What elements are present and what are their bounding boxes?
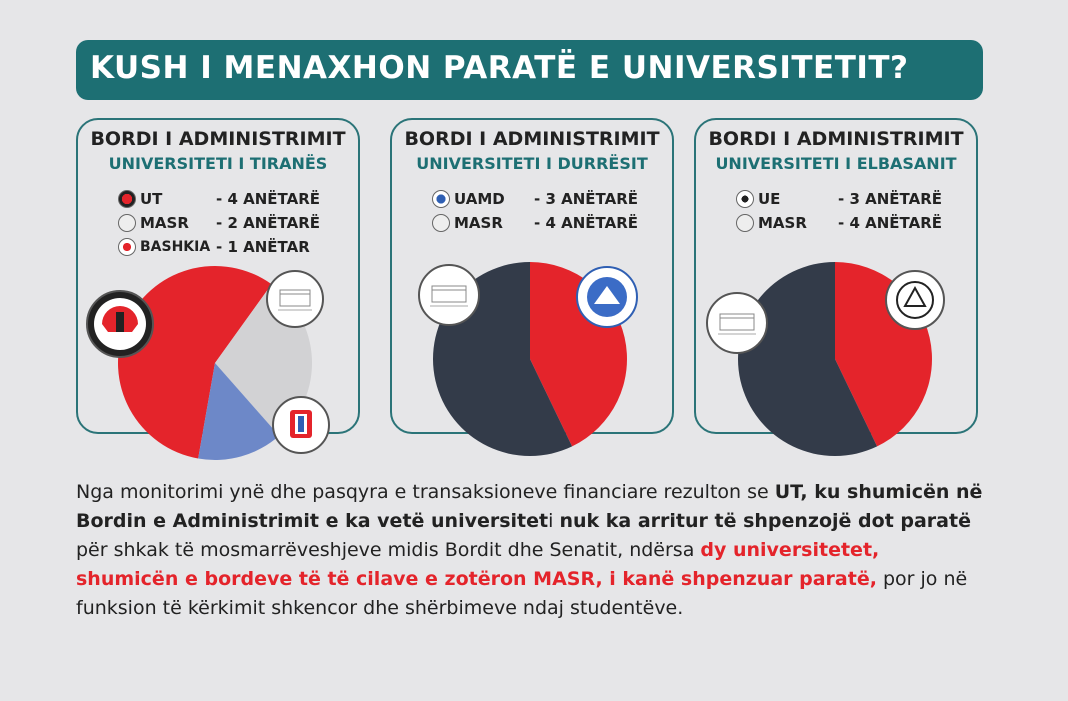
title-banner: KUSH I MENAXHON PARATË E UNIVERSITETIT?: [76, 40, 983, 100]
ue-logo-icon: [736, 190, 754, 208]
masr-logo: [418, 264, 480, 326]
masr-logo-icon: [432, 214, 450, 232]
legend-label: MASR: [140, 214, 189, 232]
text-segment-bold: UT, ku shumicën në Bordin e Administrimi…: [76, 481, 983, 532]
legend-item-ue: UE: [736, 188, 780, 210]
text-segment: për shkak të mosmarrëveshjeve midis Bord…: [76, 539, 701, 561]
pie-slice-ut: [117, 265, 272, 459]
card-title: BORDI I ADMINISTRIMIT: [708, 128, 964, 150]
legend-item-masr: MASR: [118, 212, 189, 234]
legend-item-uamd: UAMD: [432, 188, 505, 210]
page-title: KUSH I MENAXHON PARATË E UNIVERSITETIT?: [90, 50, 909, 86]
legend-label: MASR: [758, 214, 807, 232]
legend-item-ut: UT: [118, 188, 162, 210]
uamd-logo-icon: [432, 190, 450, 208]
text-segment: por jo në funksion të kërkimit shkencor …: [76, 568, 968, 619]
legend-label: UT: [140, 190, 163, 208]
card-title: BORDI I ADMINISTRIMIT: [404, 128, 660, 150]
card-title: BORDI I ADMINISTRIMIT: [90, 128, 346, 150]
ut-logo-icon: [118, 190, 136, 208]
legend-count: - 4 ANËTARË: [838, 214, 942, 232]
masr-logo: [266, 270, 324, 328]
summary-paragraph: Nga monitorimi ynë dhe pasqyra e transak…: [76, 478, 988, 623]
legend-count: - 3 ANËTARË: [838, 190, 942, 208]
legend-count: - 2 ANËTARË: [216, 214, 320, 232]
legend-item-masr: MASR: [432, 212, 503, 234]
card-subtitle: UNIVERSITETI I TIRANËS: [108, 154, 328, 173]
legend-label: MASR: [454, 214, 503, 232]
text-segment: Nga monitorimi ynë dhe pasqyra e transak…: [76, 481, 775, 503]
legend-label: BASHKIA: [140, 239, 211, 255]
masr-logo: [706, 292, 768, 354]
bashkia-tirane-logo: [272, 396, 330, 454]
masr-logo-icon: [736, 214, 754, 232]
ue-logo: [885, 270, 945, 330]
legend-item-masr: MASR: [736, 212, 807, 234]
legend-count: - 4 ANËTARË: [534, 214, 638, 232]
legend-count: - 1 ANËTAR: [216, 238, 310, 256]
card-subtitle: UNIVERSITETI I DURRËSIT: [416, 154, 648, 173]
text-segment: i: [548, 510, 560, 532]
text-segment-bold: nuk ka arritur të shpenzojë dot paratë: [559, 510, 971, 532]
pie-slice-bashkia: [198, 363, 280, 460]
legend-count: - 3 ANËTARË: [534, 190, 638, 208]
text-segment-highlight: dy universitetet, shumicën e bordeve të …: [76, 539, 880, 590]
legend-label: UE: [758, 190, 781, 208]
ut-logo: [86, 290, 154, 358]
uamd-logo: [576, 266, 638, 328]
bashkia-logo-icon: [118, 238, 136, 256]
legend-count: - 4 ANËTARË: [216, 190, 320, 208]
card-subtitle: UNIVERSITETI I ELBASANIT: [715, 154, 957, 173]
legend-label: UAMD: [454, 190, 505, 208]
legend-item-bashkia: BASHKIA: [118, 236, 210, 258]
masr-logo-icon: [118, 214, 136, 232]
pie-slice-masr: [737, 262, 878, 456]
